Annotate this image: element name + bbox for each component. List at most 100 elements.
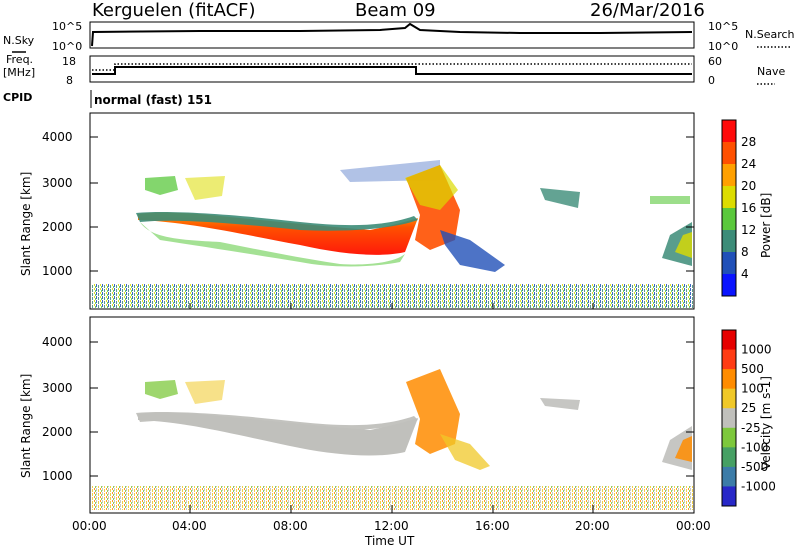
velocity-main-band bbox=[138, 412, 418, 456]
velocity-swatch bbox=[722, 486, 736, 507]
power-tick-label: 16 bbox=[741, 201, 756, 215]
velocity-swatch bbox=[722, 447, 736, 468]
velocity-ytick-4000: 4000 bbox=[42, 335, 73, 349]
velocity-colorbar: 1000 500 100 25 -25 -100 -500 -1000 bbox=[721, 329, 776, 507]
xtick-1600: 16:00 bbox=[475, 519, 510, 533]
velocity-swatch bbox=[722, 427, 736, 448]
freq-tick-top: 18 bbox=[62, 55, 76, 68]
velocity-swatch bbox=[722, 369, 736, 390]
power-end-cluster-core bbox=[675, 232, 692, 258]
freq-panel bbox=[89, 55, 695, 83]
power-frame bbox=[721, 119, 737, 297]
velocity-tick-label: -100 bbox=[741, 440, 768, 454]
power-colorbar: 4 8 12 16 20 24 28 bbox=[721, 119, 756, 297]
power-colorbar-label: Power [dB] bbox=[759, 193, 773, 258]
power-swatch bbox=[722, 274, 736, 297]
power-swatch bbox=[722, 186, 736, 209]
velocity-panel: 1000 2000 3000 4000 Slant Range [km] bbox=[19, 316, 695, 514]
velocity-ylabel: Slant Range [km] bbox=[19, 374, 33, 478]
velocity-colorbar-label: Velocity [m s-1] bbox=[759, 376, 773, 470]
power-tick-label: 8 bbox=[741, 245, 749, 259]
power-post-noon-plume-edge bbox=[405, 165, 458, 210]
nave-tick-top: 60 bbox=[708, 55, 722, 68]
nsky-line bbox=[91, 22, 693, 47]
xtick-2400: 00:00 bbox=[676, 519, 711, 533]
velocity-upper-cluster-2 bbox=[185, 380, 225, 404]
velocity-tick-label: 1000 bbox=[741, 343, 772, 357]
velocity-ytick-2000: 2000 bbox=[42, 425, 73, 439]
power-panel: 1000 2000 3000 4000 Slant Range [km] bbox=[19, 112, 695, 310]
velocity-ytick-1000: 1000 bbox=[42, 469, 73, 483]
x-tick-marks bbox=[89, 303, 695, 513]
power-band-edge bbox=[136, 212, 418, 231]
nsky-tick-top: 10^5 bbox=[52, 20, 82, 33]
beam-title: Beam 09 bbox=[355, 0, 436, 21]
velocity-ytick-3000: 3000 bbox=[42, 381, 73, 395]
velocity-ytick-marks bbox=[90, 341, 694, 477]
power-y-ticks: 1000 2000 3000 4000 bbox=[42, 130, 694, 278]
power-upper-cluster-2 bbox=[185, 176, 225, 200]
velocity-late-cluster bbox=[540, 398, 580, 410]
power-tick-label: 20 bbox=[741, 179, 756, 193]
xtick-0000: 00:00 bbox=[72, 519, 107, 533]
power-ytick-1000: 1000 bbox=[42, 264, 73, 278]
nsky-panel bbox=[89, 21, 695, 49]
xtick-0400: 04:00 bbox=[172, 519, 207, 533]
power-swatch bbox=[722, 230, 736, 253]
power-late-cluster bbox=[540, 188, 580, 208]
velocity-end-cluster-core bbox=[675, 436, 692, 462]
power-upper-cluster bbox=[145, 176, 178, 195]
power-frame bbox=[89, 112, 695, 310]
xlabel: Time UT bbox=[364, 534, 415, 548]
velocity-band-edge bbox=[136, 412, 418, 431]
power-swatch bbox=[722, 164, 736, 187]
power-trail bbox=[440, 230, 505, 272]
xtick-2000: 20:00 bbox=[575, 519, 610, 533]
power-swatch bbox=[722, 142, 736, 165]
power-ylabel: Slant Range [km] bbox=[19, 172, 33, 276]
power-ytick-marks bbox=[90, 136, 694, 272]
velocity-tick-label: 500 bbox=[741, 362, 764, 376]
velocity-frame bbox=[721, 329, 737, 507]
velocity-swatch bbox=[722, 466, 736, 487]
power-tick-label: 4 bbox=[741, 267, 749, 281]
x-axis: 00:00 04:00 08:00 12:00 16:00 20:00 00:0… bbox=[72, 303, 711, 548]
power-band-lower-edge bbox=[140, 222, 405, 267]
power-ytick-3000: 3000 bbox=[42, 176, 73, 190]
xtick-1200: 12:00 bbox=[374, 519, 409, 533]
freq-unit: [MHz] bbox=[3, 66, 35, 79]
velocity-swatch bbox=[722, 330, 736, 351]
nsearch-label: N.Search bbox=[745, 28, 795, 41]
power-swatch bbox=[722, 120, 736, 143]
power-late-dots bbox=[650, 196, 690, 204]
power-ytick-4000: 4000 bbox=[42, 130, 73, 144]
nave-tick-bottom: 0 bbox=[708, 74, 715, 87]
nsearch-tick-top: 10^5 bbox=[708, 20, 738, 33]
freq-tick-bottom: 8 bbox=[66, 74, 73, 87]
velocity-tick-label: -1000 bbox=[741, 479, 776, 493]
xtick-0800: 08:00 bbox=[273, 519, 308, 533]
velocity-tick-label: -25 bbox=[741, 421, 761, 435]
velocity-swatch bbox=[722, 408, 736, 429]
velocity-trail bbox=[440, 434, 490, 470]
power-main-band bbox=[138, 212, 418, 255]
freq-line bbox=[92, 66, 692, 75]
velocity-y-ticks: 1000 2000 3000 4000 bbox=[42, 335, 694, 483]
velocity-swatch bbox=[722, 388, 736, 409]
nsearch-tick-bottom: 10^0 bbox=[708, 40, 738, 53]
velocity-swatch bbox=[722, 349, 736, 370]
nave-label: Nave bbox=[757, 65, 785, 78]
nave-line bbox=[92, 63, 692, 71]
date-title: 26/Mar/2016 bbox=[590, 0, 705, 21]
cpid-value: normal (fast) 151 bbox=[94, 93, 212, 107]
power-swatch bbox=[722, 208, 736, 231]
nsky-tick-bottom: 10^0 bbox=[52, 40, 82, 53]
nsky-label: N.Sky bbox=[3, 34, 35, 47]
power-ytick-2000: 2000 bbox=[42, 220, 73, 234]
power-swatch bbox=[722, 252, 736, 275]
power-tick-label: 12 bbox=[741, 223, 756, 237]
cpid-label: CPID bbox=[3, 91, 32, 104]
radar-title: Kerguelen (fitACF) bbox=[92, 0, 256, 21]
velocity-post-noon-plume bbox=[406, 369, 460, 454]
